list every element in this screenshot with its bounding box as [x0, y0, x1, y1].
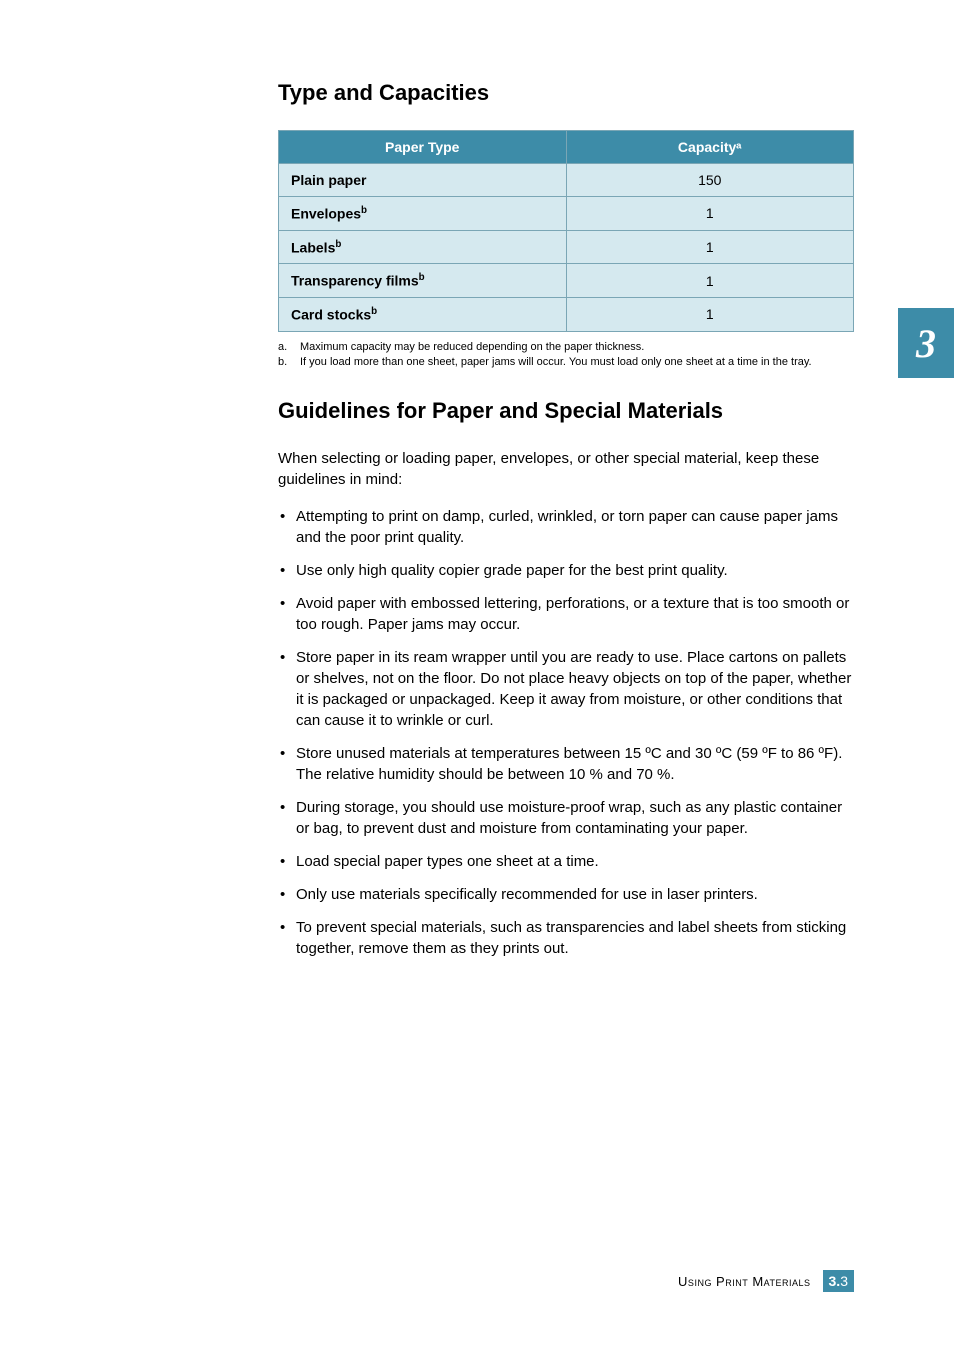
- capacities-tbody: Plain paper150Envelopesb1Labelsb1Transpa…: [279, 164, 854, 332]
- footnote: b.If you load more than one sheet, paper…: [278, 355, 854, 370]
- capacities-table: Paper Type Capacityᵃ Plain paper150Envel…: [278, 130, 854, 332]
- list-item: Avoid paper with embossed lettering, per…: [278, 593, 854, 635]
- list-item: Store paper in its ream wrapper until yo…: [278, 647, 854, 731]
- list-item: Store unused materials at temperatures b…: [278, 743, 854, 785]
- paper-type-cell: Envelopesb: [279, 197, 567, 231]
- section-title-capacities: Type and Capacities: [278, 80, 854, 106]
- table-row: Envelopesb1: [279, 197, 854, 231]
- footnote: a.Maximum capacity may be reduced depend…: [278, 340, 854, 355]
- paper-type-cell: Plain paper: [279, 164, 567, 197]
- capacity-cell: 1: [566, 230, 854, 264]
- table-row: Labelsb1: [279, 230, 854, 264]
- capacity-cell: 150: [566, 164, 854, 197]
- paper-type-cell: Labelsb: [279, 230, 567, 264]
- list-item: Use only high quality copier grade paper…: [278, 560, 854, 581]
- th-capacity: Capacityᵃ: [566, 131, 854, 164]
- capacity-cell: 1: [566, 197, 854, 231]
- guidelines-intro: When selecting or loading paper, envelop…: [278, 448, 854, 490]
- table-row: Plain paper150: [279, 164, 854, 197]
- paper-type-cell: Card stocksb: [279, 297, 567, 331]
- th-paper-type: Paper Type: [279, 131, 567, 164]
- page-footer: Using Print Materials 3.3: [678, 1270, 854, 1292]
- section-title-guidelines: Guidelines for Paper and Special Materia…: [278, 398, 854, 424]
- list-item: Attempting to print on damp, curled, wri…: [278, 506, 854, 548]
- table-row: Transparency filmsb1: [279, 264, 854, 298]
- chapter-tab: 3: [898, 308, 954, 378]
- footer-page-badge: 3.3: [823, 1270, 854, 1292]
- paper-type-cell: Transparency filmsb: [279, 264, 567, 298]
- footer-section-name: Using Print Materials: [678, 1274, 810, 1289]
- capacity-cell: 1: [566, 297, 854, 331]
- list-item: During storage, you should use moisture-…: [278, 797, 854, 839]
- footnotes: a.Maximum capacity may be reduced depend…: [278, 340, 854, 371]
- capacity-cell: 1: [566, 264, 854, 298]
- list-item: Only use materials specifically recommen…: [278, 884, 854, 905]
- list-item: To prevent special materials, such as tr…: [278, 917, 854, 959]
- table-row: Card stocksb1: [279, 297, 854, 331]
- guidelines-list: Attempting to print on damp, curled, wri…: [278, 506, 854, 959]
- list-item: Load special paper types one sheet at a …: [278, 851, 854, 872]
